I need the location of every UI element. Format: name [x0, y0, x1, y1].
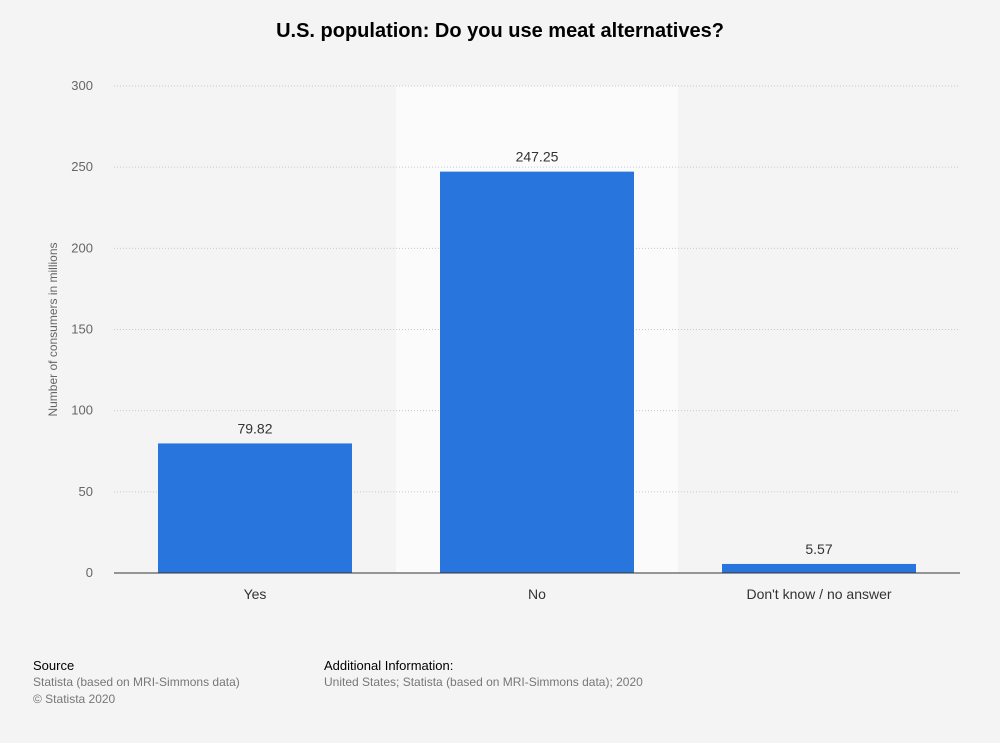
- additional-info-block: Additional Information: United States; S…: [324, 657, 643, 691]
- y-tick-label: 150: [71, 322, 93, 337]
- y-tick-label: 300: [71, 78, 93, 93]
- source-heading: Source: [33, 658, 75, 673]
- y-tick-label: 0: [86, 565, 93, 580]
- x-tick-label: No: [528, 586, 546, 602]
- additional-info-line-1: United States; Statista (based on MRI-Si…: [324, 675, 643, 689]
- source-line-1: Statista (based on MRI-Simmons data): [33, 675, 240, 689]
- source-block: Source Statista (based on MRI-Simmons da…: [33, 657, 240, 708]
- y-tick-label: 50: [79, 484, 93, 499]
- bar-chart: 0 50 100 150 200 250 300 79.82 Yes 247.25 No 5.57 Do…: [46, 78, 960, 602]
- chart-title: U.S. population: Do you use meat alterna…: [276, 20, 724, 42]
- data-label: 79.82: [237, 420, 272, 436]
- data-label: 5.57: [805, 541, 832, 557]
- y-tick-label: 200: [71, 240, 93, 255]
- additional-info-heading: Additional Information:: [324, 658, 454, 673]
- x-tick-label: Yes: [244, 586, 267, 602]
- y-tick-label: 100: [71, 403, 93, 418]
- y-axis-label: Number of consumers in millions: [46, 242, 60, 416]
- bar: [440, 171, 634, 573]
- data-label: 247.25: [516, 149, 559, 165]
- source-line-2: © Statista 2020: [33, 692, 116, 706]
- bar: [722, 563, 916, 573]
- bar: [158, 443, 352, 573]
- x-tick-label: Don't know / no answer: [746, 586, 891, 602]
- y-tick-label: 250: [71, 159, 93, 174]
